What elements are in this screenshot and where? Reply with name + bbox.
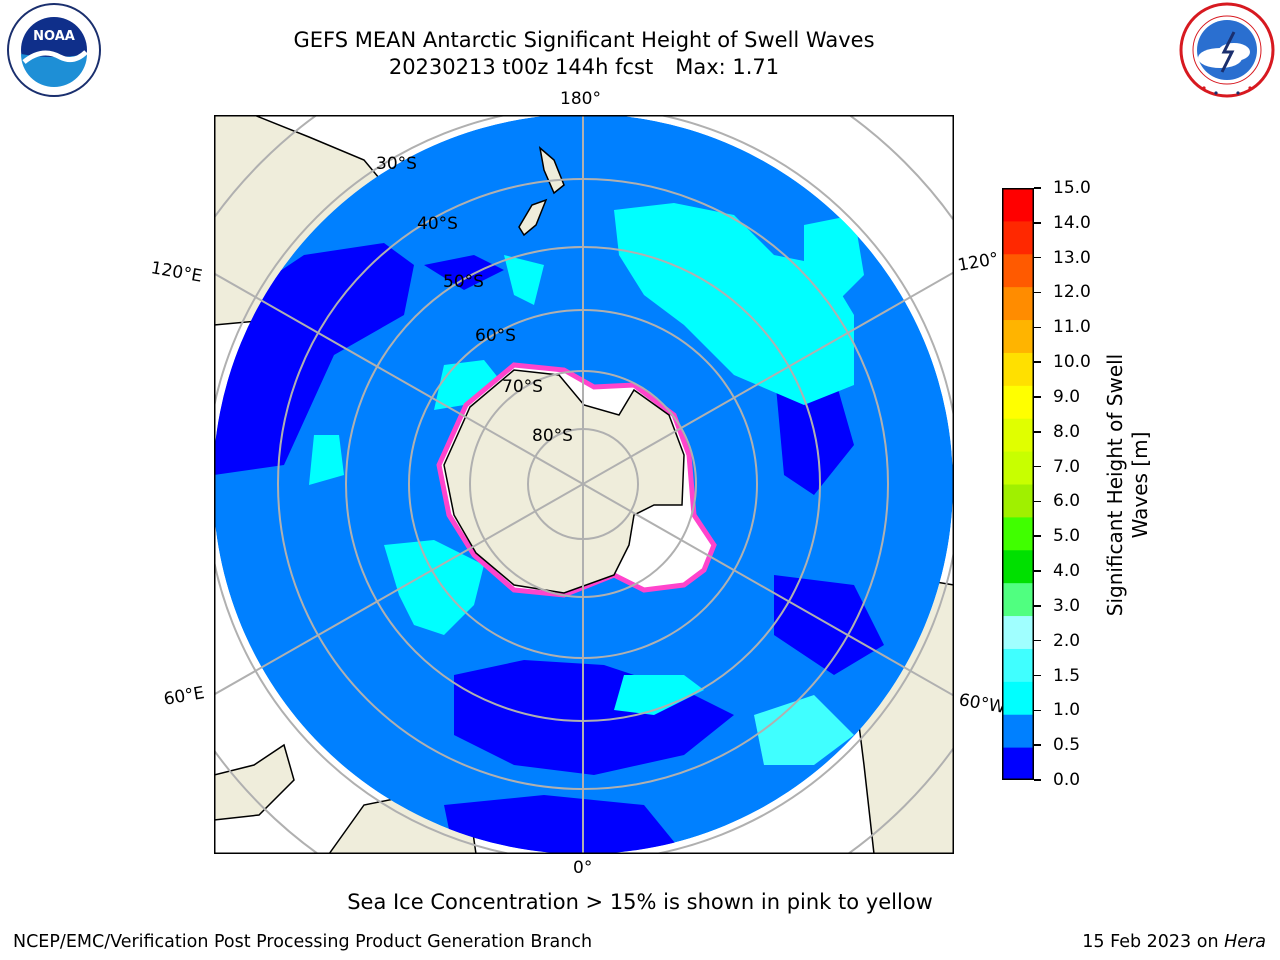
colorbar-swatch	[1002, 418, 1034, 452]
colorbar-swatch	[1002, 549, 1034, 584]
colorbar-label: Significant Height of Swell Waves [m]	[1103, 353, 1152, 617]
new-zealand	[518, 146, 565, 237]
colorbar	[1002, 188, 1034, 780]
colorbar-swatch	[1002, 253, 1034, 288]
colorbar-swatch	[1002, 681, 1034, 715]
parallel-label: 30°S	[376, 154, 417, 174]
parallel-label: 50°S	[443, 272, 484, 292]
meridian-label-120w: 120°	[956, 249, 1001, 276]
meridian-label-60w: 60°W	[957, 690, 1007, 719]
colorbar-tick-mark	[1034, 396, 1041, 398]
colorbar-tick-mark	[1034, 605, 1041, 607]
colorbar-tick-label: 4.0	[1053, 561, 1081, 582]
colorbar-tick-label: 7.0	[1053, 456, 1081, 477]
colorbar-tick-label: 1.0	[1053, 700, 1081, 721]
noaa-logo: NOAA	[7, 3, 101, 97]
colorbar-swatch	[1002, 582, 1034, 617]
colorbar-swatch	[1002, 220, 1034, 255]
colorbar-tick-label: 8.0	[1053, 421, 1081, 442]
colorbar-tick-mark	[1034, 535, 1041, 537]
colorbar-tick-mark	[1034, 779, 1041, 781]
noaa-wordmark: NOAA	[33, 29, 75, 44]
colorbar-tick-label: 0.0	[1053, 770, 1081, 790]
nws-logo	[1179, 2, 1275, 98]
colorbar-tick-mark	[1034, 744, 1041, 746]
colorbar-swatch	[1002, 615, 1034, 649]
colorbar-swatch	[1002, 385, 1034, 419]
colorbar-tick-mark	[1034, 291, 1041, 294]
colorbar-swatch	[1002, 352, 1034, 386]
colorbar-tick-mark	[1034, 709, 1041, 712]
plot-subtitle: 20230213 t00z 144h fcst Max: 1.71	[184, 54, 984, 81]
colorbar-tick-label: 10.0	[1053, 352, 1091, 373]
colorbar-tick-mark	[1034, 222, 1041, 224]
credit-line: NCEP/EMC/Verification Post Processing Pr…	[13, 932, 593, 952]
colorbar-tick-label: 12.0	[1053, 282, 1091, 303]
colorbar-tick-mark	[1034, 465, 1041, 468]
colorbar-tick-mark	[1034, 361, 1041, 363]
colorbar-tick-mark	[1034, 500, 1041, 503]
colorbar-tick-mark	[1034, 674, 1041, 677]
colorbar-swatch	[1002, 714, 1034, 748]
colorbar-tick-label: 6.0	[1053, 491, 1081, 512]
parallel-label: 70°S	[502, 377, 543, 397]
colorbar-swatch	[1002, 451, 1034, 485]
meridian-label-60e: 60°E	[162, 683, 206, 710]
run-info: 20230213 t00z 144h fcst	[388, 55, 654, 79]
parallel-label: 80°S	[532, 426, 573, 446]
colorbar-tick-mark	[1034, 570, 1041, 572]
meridian-label-0: 0°	[573, 858, 593, 878]
colorbar-tick-label: 13.0	[1053, 247, 1091, 268]
colorbar-tick-label: 3.0	[1053, 595, 1081, 616]
colorbar-tick-label: 15.0	[1053, 178, 1091, 198]
colorbar-swatch	[1002, 188, 1034, 222]
colorbar-tick-mark	[1034, 256, 1041, 259]
colorbar-swatch	[1002, 286, 1034, 321]
colorbar-swatch	[1002, 516, 1034, 551]
meridian-label-180: 180°	[560, 89, 601, 109]
colorbar-swatch	[1002, 747, 1034, 780]
parallel-label: 60°S	[475, 326, 516, 346]
colorbar-tick-mark	[1034, 326, 1041, 329]
parallel-label: 40°S	[417, 214, 458, 234]
colorbar-swatch	[1002, 484, 1034, 518]
colorbar-tick-mark	[1034, 431, 1041, 433]
colorbar-tick-label: 1.5	[1053, 665, 1081, 686]
date-line: 15 Feb 2023 on Hera	[1082, 932, 1266, 952]
colorbar-tick-mark	[1034, 639, 1041, 642]
colorbar-tick-label: 0.5	[1053, 735, 1081, 756]
colorbar-tick-mark	[1034, 187, 1041, 189]
colorbar-tick-label: 5.0	[1053, 526, 1081, 547]
colorbar-tick-label: 2.0	[1053, 630, 1081, 651]
colorbar-swatch	[1002, 648, 1034, 682]
polar-map: 30°S 40°S 50°S 60°S 70°S 80°S	[214, 115, 954, 854]
sea-ice-note: Sea Ice Concentration > 15% is shown in …	[347, 890, 933, 914]
colorbar-tick-label: 11.0	[1053, 317, 1091, 338]
colorbar-swatch	[1002, 319, 1034, 353]
meridian-label-120e: 120°E	[149, 258, 204, 287]
graticule	[214, 115, 954, 854]
plot-title: GEFS MEAN Antarctic Significant Height o…	[293, 28, 875, 52]
map-border	[214, 115, 954, 854]
max-value: Max: 1.71	[675, 55, 780, 79]
colorbar-tick-label: 9.0	[1053, 386, 1081, 407]
colorbar-tick-label: 14.0	[1053, 212, 1091, 233]
